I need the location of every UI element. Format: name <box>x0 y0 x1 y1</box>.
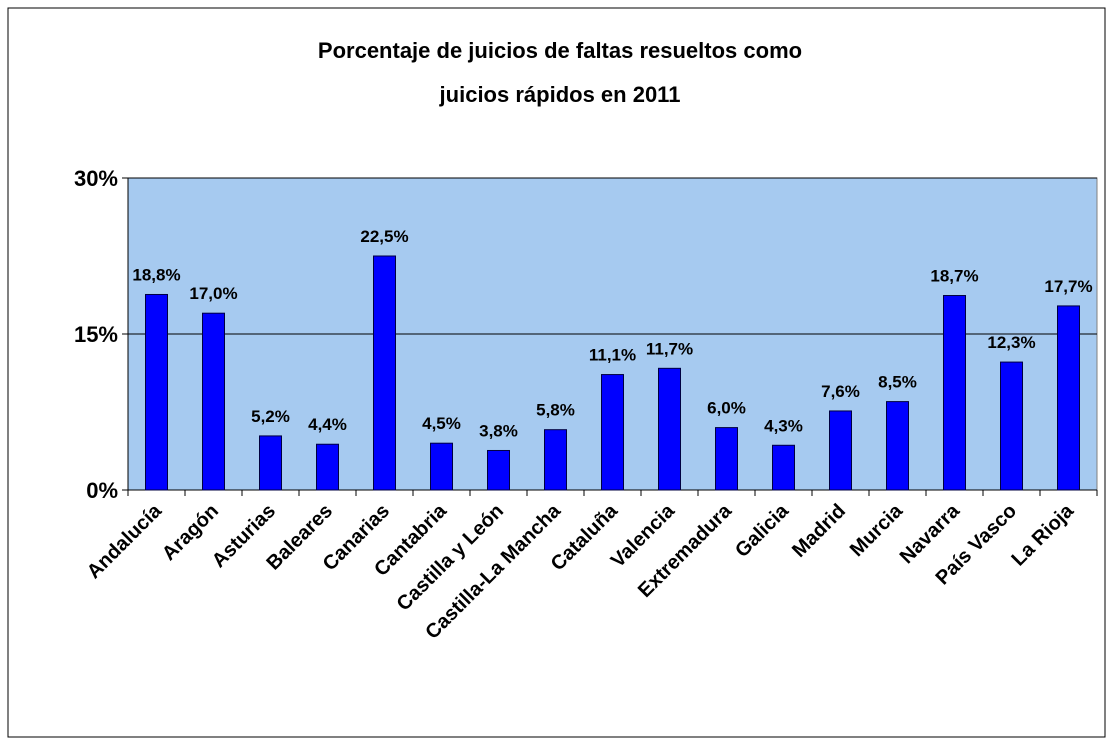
y-tick-label: 15% <box>74 322 118 347</box>
bar <box>145 293 168 491</box>
bar <box>772 444 795 491</box>
value-label: 17,0% <box>189 284 237 303</box>
value-label: 3,8% <box>479 421 518 440</box>
bar <box>316 443 339 491</box>
bar <box>430 442 453 491</box>
y-tick-label: 0% <box>86 478 118 503</box>
value-label: 18,7% <box>930 267 978 286</box>
bar <box>601 374 624 491</box>
value-label: 11,1% <box>589 346 636 365</box>
value-label: 4,5% <box>422 414 461 433</box>
bar <box>886 401 909 491</box>
bar <box>202 312 225 491</box>
value-label: 5,8% <box>536 401 575 420</box>
y-tick-label: 30% <box>74 166 118 191</box>
bar <box>658 367 681 491</box>
value-label: 11,7% <box>646 339 693 358</box>
value-label: 5,2% <box>251 407 290 426</box>
value-label: 18,8% <box>132 265 180 284</box>
value-label: 22,5% <box>360 227 408 246</box>
value-label: 7,6% <box>821 382 860 401</box>
value-label: 6,0% <box>707 399 746 418</box>
value-label: 17,7% <box>1044 277 1092 296</box>
value-label: 4,3% <box>764 416 803 435</box>
bar <box>715 427 738 491</box>
bar <box>1000 361 1023 491</box>
value-label: 4,4% <box>308 415 347 434</box>
bar <box>943 295 966 491</box>
bar <box>373 255 396 491</box>
bar <box>259 435 282 491</box>
bar <box>1057 305 1080 491</box>
value-label: 8,5% <box>878 373 917 392</box>
bar <box>487 449 510 491</box>
value-label: 12,3% <box>987 333 1035 352</box>
chart-title: juicios rápidos en 2011 <box>439 82 681 107</box>
bar <box>829 410 852 491</box>
chart-title: Porcentaje de juicios de faltas resuelto… <box>318 38 802 63</box>
bar <box>544 429 567 491</box>
